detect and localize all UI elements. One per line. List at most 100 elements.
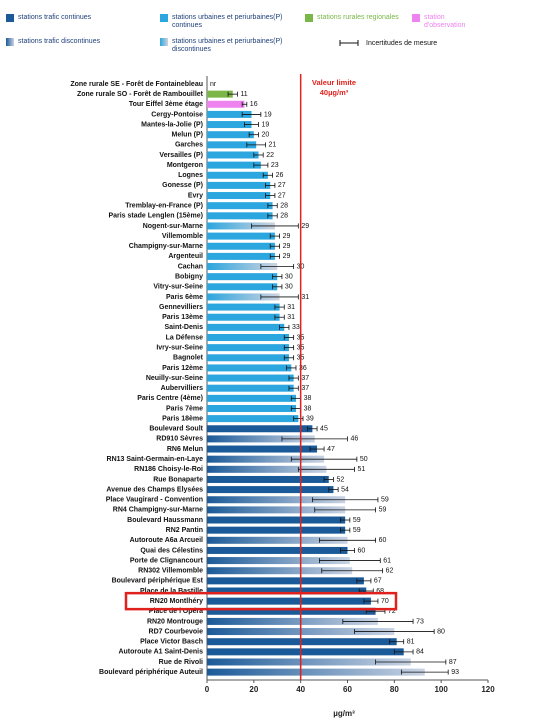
- category-label: Ivry-sur-Seine: [156, 344, 203, 351]
- bar: [207, 597, 371, 605]
- legend-label: stations urbaines et periurbaines(P) dis…: [172, 38, 283, 53]
- category-label: Saint-Denis: [164, 324, 203, 331]
- category-label: Autoroute A1 Saint-Denis: [118, 649, 203, 656]
- legend-label: station d'observation: [424, 14, 466, 29]
- bar: [207, 323, 285, 331]
- category-label: Melun (P): [172, 132, 204, 139]
- category-label: Argenteuil: [168, 253, 203, 260]
- category-label: Cergy-Pontoise: [151, 111, 203, 118]
- bar: [207, 475, 329, 483]
- category-label: Villemomble: [162, 233, 203, 240]
- bar: [207, 283, 278, 291]
- category-label: Boulevard Soult: [149, 426, 203, 433]
- x-tick-label: 120: [481, 685, 495, 694]
- value-label: 81: [407, 639, 415, 646]
- category-label: RN2 Pantin: [166, 527, 203, 534]
- value-label: 50: [360, 456, 368, 463]
- bar: [207, 374, 294, 382]
- value-label: 29: [283, 233, 291, 240]
- value-label: 22: [266, 152, 274, 159]
- value-label: 47: [327, 446, 335, 453]
- value-label: 60: [379, 537, 387, 544]
- value-label: 68: [376, 588, 384, 595]
- bar: [207, 607, 376, 615]
- value-label: 29: [301, 223, 309, 230]
- value-label: 30: [285, 284, 293, 291]
- x-tick-label: 0: [205, 685, 210, 694]
- bar: [207, 658, 411, 666]
- category-label: Montgeron: [167, 162, 203, 169]
- bar: [207, 496, 346, 504]
- value-label: 70: [381, 598, 389, 605]
- category-label: Place de la Bastille: [140, 588, 203, 595]
- legend-label: stations trafic continues: [18, 14, 92, 21]
- bar: [207, 435, 315, 443]
- legend-swatch: [305, 14, 313, 22]
- value-label: 11: [240, 91, 247, 98]
- category-label: Evry: [188, 192, 203, 199]
- value-label: 20: [262, 132, 270, 139]
- bar: [207, 121, 252, 129]
- bar: [207, 445, 318, 453]
- x-tick-label: 20: [249, 685, 258, 694]
- bar: [207, 303, 280, 311]
- category-label: Boulevard périphérique Auteuil: [99, 669, 203, 676]
- category-label: Paris 12ème: [162, 365, 203, 372]
- legend-swatch: [6, 14, 14, 22]
- category-label: Quai des Célestins: [140, 547, 203, 554]
- bar: [207, 313, 280, 321]
- bar: [207, 384, 294, 392]
- category-label: Paris 18ème: [162, 415, 203, 422]
- bar: [207, 587, 367, 595]
- annotation: Valeur limite: [312, 78, 356, 87]
- bar: [207, 557, 350, 565]
- value-label: 51: [358, 466, 366, 473]
- value-label: 37: [301, 385, 309, 392]
- bar: [207, 364, 292, 372]
- category-label: Champigny-sur-Marne: [129, 243, 203, 250]
- value-label: 62: [386, 568, 394, 575]
- bar: [207, 222, 275, 230]
- bar: [207, 567, 353, 575]
- bar: [207, 110, 252, 118]
- category-label: Paris 13ème: [162, 314, 203, 321]
- x-tick-label: 60: [343, 685, 352, 694]
- x-tick-label: 100: [434, 685, 448, 694]
- category-label: Rue Bonaparte: [153, 476, 203, 483]
- legend-label: Incertitudes de mesure: [366, 40, 437, 47]
- category-label: Paris Centre (4ème): [137, 395, 203, 402]
- value-label: 59: [379, 507, 387, 514]
- bar: [207, 577, 364, 585]
- bar: [207, 486, 334, 494]
- bar: [207, 354, 289, 362]
- category-label: Paris 6ème: [166, 294, 203, 301]
- x-axis-label: µg/m³: [333, 709, 355, 718]
- category-label: Zone rurale SE - Forêt de Fontainebleau: [70, 81, 203, 88]
- value-label: nr: [210, 81, 217, 88]
- bar: [207, 151, 259, 159]
- bar: [207, 415, 299, 423]
- bar: [207, 202, 273, 210]
- bar: [207, 181, 271, 189]
- value-label: 59: [381, 497, 389, 504]
- legend-swatch: [160, 14, 168, 22]
- category-label: Lognes: [178, 172, 203, 179]
- value-label: 36: [299, 365, 307, 372]
- value-label: 21: [269, 142, 277, 149]
- bar: [207, 242, 275, 250]
- category-label: Gonesse (P): [162, 182, 203, 189]
- value-label: 28: [280, 213, 288, 220]
- bar: [207, 465, 327, 473]
- value-label: 67: [374, 578, 382, 585]
- bar: [207, 334, 289, 341]
- category-label: Garches: [175, 142, 203, 149]
- bar: [207, 192, 271, 200]
- value-label: 45: [320, 426, 328, 433]
- value-label: 59: [353, 527, 361, 534]
- bar: [207, 526, 346, 534]
- value-label: 30: [285, 274, 293, 281]
- value-label: 93: [451, 669, 459, 676]
- bar: [207, 161, 261, 169]
- category-label: Rue de Rivoli: [159, 659, 203, 666]
- value-label: 37: [301, 375, 309, 382]
